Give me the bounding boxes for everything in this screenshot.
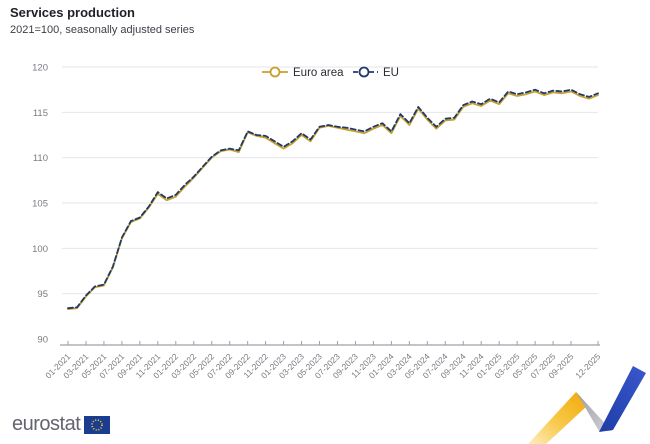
gridlines — [62, 66, 598, 295]
chart-area: 90 95 100 105 110 115 120 01-2021 03-2021 05-202… — [0, 46, 650, 406]
legend-eu-marker-icon — [358, 66, 370, 78]
services-production-chart: 90 95 100 105 110 115 120 01-202103-202105-202… — [32, 63, 603, 381]
svg-text:100: 100 — [32, 244, 48, 255]
svg-text:115: 115 — [33, 108, 48, 119]
eurostat-logo-text: eurostat — [12, 413, 81, 435]
decorative-ribbon-icon — [528, 366, 646, 444]
legend-eu-label: EU — [383, 67, 399, 79]
svg-text:105: 105 — [32, 199, 48, 210]
page-title: Services production — [10, 5, 135, 20]
svg-text:95: 95 — [37, 289, 48, 300]
x-axis: 01-202103-202105-202107-202109-202111-20… — [43, 341, 603, 380]
eurostat-logo: eurostat — [12, 413, 111, 436]
y-axis-labels: 90 95 100 105 110 115 120 — [32, 63, 48, 346]
svg-text:120: 120 — [32, 63, 48, 74]
page-subtitle: 2021=100, seasonally adjusted series — [10, 24, 195, 36]
legend: Euro area EU — [262, 66, 399, 79]
legend-euro-area-marker-icon — [269, 66, 281, 78]
svg-text:90: 90 — [37, 335, 48, 346]
chart-header: Services production 2021=100, seasonally… — [10, 5, 194, 36]
series-lines — [67, 88, 599, 310]
legend-euro-area-label: Euro area — [293, 67, 344, 79]
svg-text:110: 110 — [33, 153, 48, 164]
eu-flag-icon — [84, 415, 111, 434]
